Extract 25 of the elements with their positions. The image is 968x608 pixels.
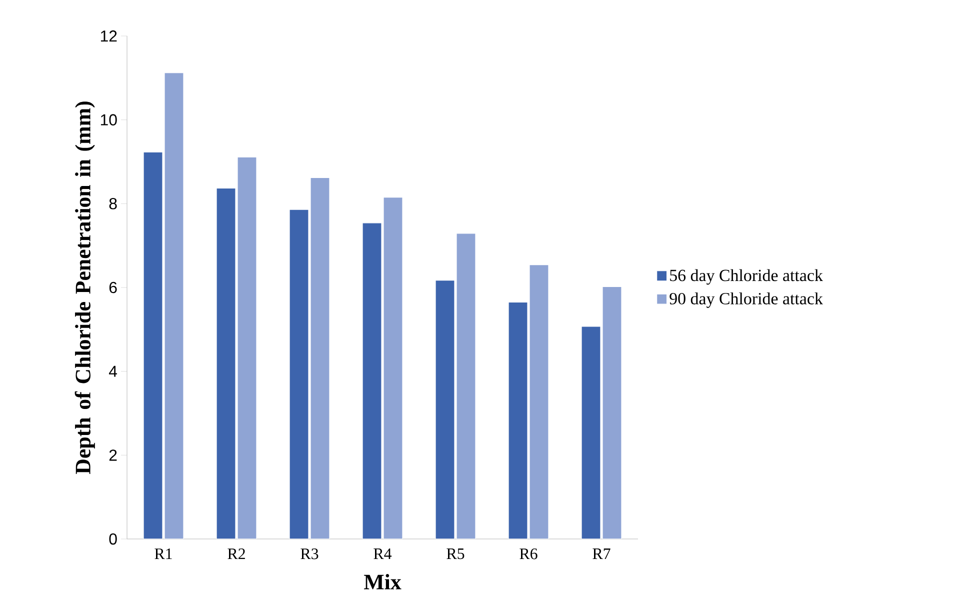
y-tick-label: 0 bbox=[109, 533, 117, 545]
x-tick-label: R2 bbox=[228, 548, 245, 560]
y-axis-title: Depth of Chloride Penetration in (mm) bbox=[74, 102, 95, 474]
x-tick-label: R7 bbox=[592, 548, 610, 559]
bar bbox=[581, 326, 601, 539]
x-tick-label: R6 bbox=[520, 548, 538, 560]
x-tick-label: R5 bbox=[446, 548, 464, 560]
bar bbox=[508, 302, 528, 539]
bar bbox=[435, 280, 455, 539]
bar bbox=[143, 152, 163, 539]
bar bbox=[289, 209, 309, 539]
x-tick-label: R1 bbox=[154, 548, 172, 560]
y-tick-label: 2 bbox=[109, 450, 117, 461]
legend-label: 90 day Chloride attack bbox=[670, 292, 823, 308]
x-tick-label: R3 bbox=[300, 548, 318, 560]
y-tick-label: 12 bbox=[100, 30, 117, 42]
y-tick-label: 6 bbox=[109, 282, 117, 294]
y-tick-label: 4 bbox=[108, 366, 118, 377]
bar bbox=[362, 222, 382, 539]
y-tick-label: 8 bbox=[109, 198, 117, 210]
bar bbox=[216, 188, 236, 539]
y-tick-label: 10 bbox=[100, 114, 117, 126]
legend-label: 56 day Chloride attack bbox=[670, 269, 823, 285]
x-axis-title: Mix bbox=[364, 574, 402, 590]
x-tick-label: R4 bbox=[374, 548, 392, 559]
